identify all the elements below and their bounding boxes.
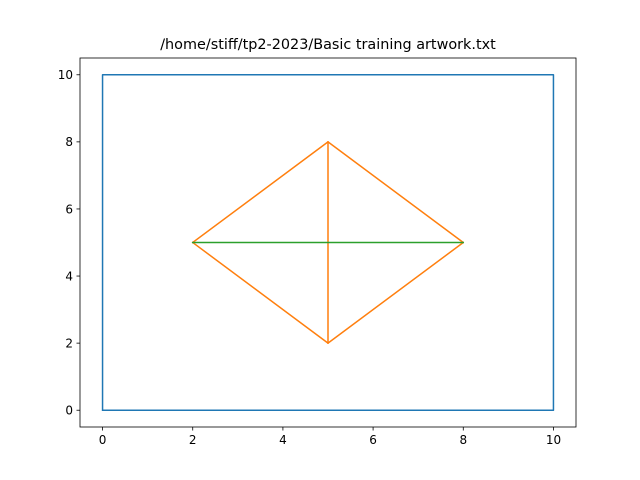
y-tick-label: 4 xyxy=(65,269,73,283)
series-layer xyxy=(101,74,555,411)
axes-layer: 0 2 4 6 8 10 0 2 4 6 8 10 xyxy=(58,57,577,447)
series-line-1 xyxy=(101,74,555,411)
y-tick-label: 8 xyxy=(65,135,73,149)
y-tick-label: 10 xyxy=(58,68,73,82)
x-tick-label: 10 xyxy=(546,433,561,447)
chart-title: /home/stiff/tp2-2023/Basic training artw… xyxy=(160,37,496,53)
x-tick-label: 0 xyxy=(99,433,107,447)
x-tick-label: 8 xyxy=(459,433,467,447)
plot-frame xyxy=(79,57,577,428)
x-tick-label: 6 xyxy=(369,433,377,447)
x-tick-label: 4 xyxy=(279,433,287,447)
y-tick-label: 0 xyxy=(65,404,73,418)
y-tick-label: 6 xyxy=(65,202,73,216)
y-tick-label: 2 xyxy=(65,336,73,350)
x-tick-label: 2 xyxy=(189,433,197,447)
